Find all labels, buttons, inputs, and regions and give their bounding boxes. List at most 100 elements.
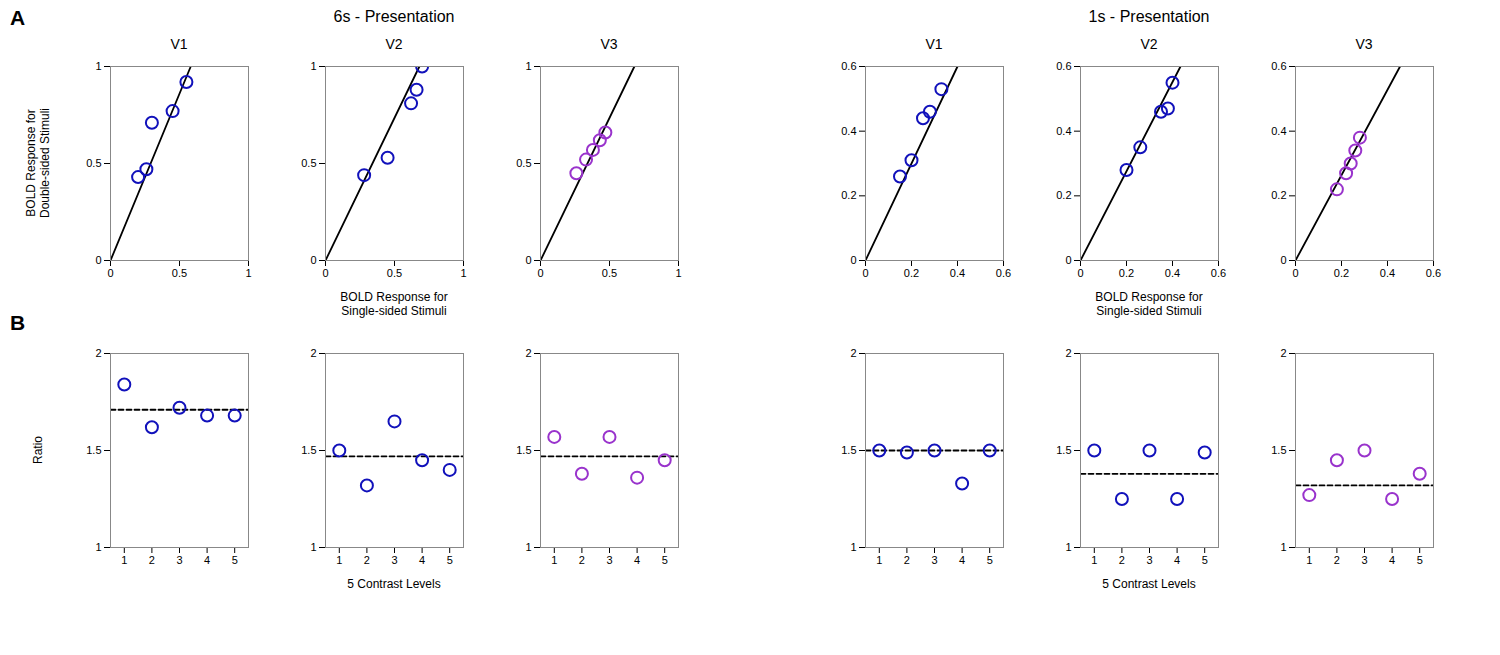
html-text:6s - Presentation: 6s - Presentation [333, 8, 455, 25]
svg-text:5: 5 [987, 554, 993, 566]
svg-text:0.2: 0.2 [841, 189, 856, 201]
svg-text:1: 1 [95, 541, 101, 553]
svg-text:1.5: 1.5 [86, 444, 101, 456]
svg-text:5: 5 [1417, 554, 1423, 566]
svg-text:2: 2 [364, 554, 370, 566]
html-text:BOLD Response for Single-sided: BOLD Response for Single-sided Stimuli [340, 290, 448, 319]
svg-text:0.4: 0.4 [841, 125, 856, 137]
svg-text:0.4: 0.4 [1056, 125, 1071, 137]
svg-text:0.6: 0.6 [1211, 267, 1226, 279]
svg-text:0: 0 [310, 254, 316, 266]
svg-text:1: 1 [336, 554, 342, 566]
svg-text:0: 0 [107, 267, 113, 279]
svg-text:1: 1 [876, 554, 882, 566]
svg-text:4: 4 [1174, 554, 1180, 566]
html-text:BOLD Response for Single-sided: BOLD Response for Single-sided Stimuli [1095, 290, 1203, 319]
svg-text:3: 3 [391, 554, 397, 566]
svg-text:0.6: 0.6 [1426, 267, 1441, 279]
svg-text:0.5: 0.5 [301, 157, 316, 169]
svg-text:3: 3 [176, 554, 182, 566]
svg-text:1: 1 [460, 267, 466, 279]
svg-text:0.4: 0.4 [1380, 267, 1395, 279]
svg-text:0.5: 0.5 [387, 267, 402, 279]
svg-text:0.5: 0.5 [172, 267, 187, 279]
svg-text:5: 5 [232, 554, 238, 566]
html-text:V1: V1 [170, 36, 188, 52]
svg-text:1: 1 [675, 267, 681, 279]
svg-text:1.5: 1.5 [1271, 444, 1286, 456]
html-text:BOLD Response for Double-sided: BOLD Response for Double-sided Stimuli [23, 108, 52, 218]
svg-text:1: 1 [850, 541, 856, 553]
svg-text:0: 0 [1077, 267, 1083, 279]
html-text:V1: V1 [925, 36, 943, 52]
svg-text:0.2: 0.2 [1119, 267, 1134, 279]
html-text:A: A [10, 6, 26, 29]
svg-text:1: 1 [1065, 541, 1071, 553]
svg-text:0: 0 [1065, 254, 1071, 266]
svg-text:1: 1 [1280, 541, 1286, 553]
svg-text:0: 0 [525, 254, 531, 266]
svg-text:3: 3 [1146, 554, 1152, 566]
svg-text:0.5: 0.5 [516, 157, 531, 169]
svg-text:2: 2 [95, 347, 101, 359]
svg-text:1: 1 [525, 60, 531, 72]
svg-text:0: 0 [850, 254, 856, 266]
svg-text:4: 4 [959, 554, 965, 566]
html-text:V3: V3 [600, 36, 618, 52]
svg-text:4: 4 [419, 554, 425, 566]
svg-text:0.5: 0.5 [86, 157, 101, 169]
svg-text:1.5: 1.5 [516, 444, 531, 456]
svg-text:2: 2 [525, 347, 531, 359]
svg-text:5: 5 [662, 554, 668, 566]
svg-text:0: 0 [537, 267, 543, 279]
svg-text:1: 1 [95, 60, 101, 72]
svg-text:3: 3 [931, 554, 937, 566]
svg-text:1: 1 [121, 554, 127, 566]
svg-text:0.2: 0.2 [1334, 267, 1349, 279]
svg-text:0.6: 0.6 [841, 60, 856, 72]
html-text:V2: V2 [385, 36, 403, 52]
svg-text:1: 1 [1306, 554, 1312, 566]
svg-text:2: 2 [904, 554, 910, 566]
svg-text:1: 1 [310, 60, 316, 72]
svg-text:2: 2 [1280, 347, 1286, 359]
svg-text:0.2: 0.2 [1056, 189, 1071, 201]
svg-text:0.6: 0.6 [1056, 60, 1071, 72]
svg-text:5: 5 [1202, 554, 1208, 566]
svg-text:1.5: 1.5 [1056, 444, 1071, 456]
svg-text:4: 4 [204, 554, 210, 566]
svg-text:0.6: 0.6 [996, 267, 1011, 279]
svg-text:0: 0 [1292, 267, 1298, 279]
svg-text:2: 2 [149, 554, 155, 566]
svg-text:0.4: 0.4 [1271, 125, 1286, 137]
svg-text:1: 1 [551, 554, 557, 566]
svg-text:0.5: 0.5 [602, 267, 617, 279]
svg-text:1: 1 [310, 541, 316, 553]
svg-text:3: 3 [1361, 554, 1367, 566]
svg-text:1.5: 1.5 [841, 444, 856, 456]
svg-text:0: 0 [322, 267, 328, 279]
svg-text:0.4: 0.4 [1165, 267, 1180, 279]
svg-text:1: 1 [525, 541, 531, 553]
svg-text:2: 2 [1119, 554, 1125, 566]
svg-text:2: 2 [579, 554, 585, 566]
svg-text:2: 2 [850, 347, 856, 359]
svg-text:1.5: 1.5 [301, 444, 316, 456]
svg-text:0.2: 0.2 [1271, 189, 1286, 201]
svg-text:2: 2 [310, 347, 316, 359]
svg-text:3: 3 [606, 554, 612, 566]
svg-text:0: 0 [1280, 254, 1286, 266]
svg-text:4: 4 [1389, 554, 1395, 566]
svg-text:2: 2 [1065, 347, 1071, 359]
svg-text:0.4: 0.4 [950, 267, 965, 279]
svg-text:0: 0 [95, 254, 101, 266]
svg-text:0.2: 0.2 [904, 267, 919, 279]
svg-text:5: 5 [447, 554, 453, 566]
svg-text:0.6: 0.6 [1271, 60, 1286, 72]
svg-text:0: 0 [862, 267, 868, 279]
html-text:1s - Presentation: 1s - Presentation [1088, 8, 1210, 25]
svg-text:1: 1 [1091, 554, 1097, 566]
svg-text:2: 2 [1334, 554, 1340, 566]
svg-text:1: 1 [245, 267, 251, 279]
svg-text:4: 4 [634, 554, 640, 566]
